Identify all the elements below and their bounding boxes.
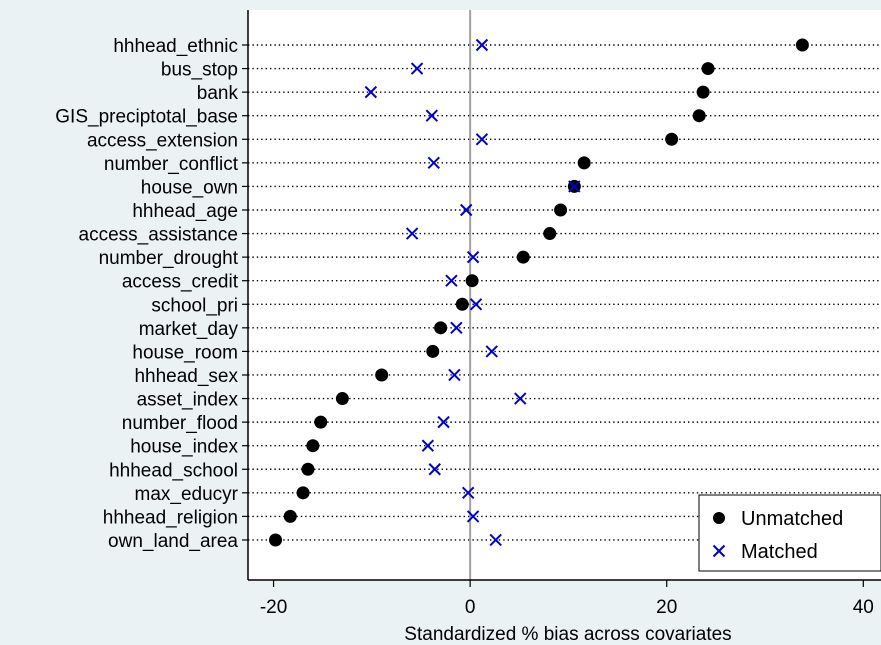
category-label: hhhead_religion (103, 507, 238, 528)
unmatched-point (554, 203, 568, 217)
unmatched-point (296, 486, 310, 500)
category-label: house_own (141, 177, 238, 198)
matched-point (437, 415, 450, 429)
category-label: access_extension (87, 130, 238, 151)
matched-point (450, 321, 463, 335)
x-tick-label: -20 (260, 597, 287, 618)
unmatched-point (335, 392, 349, 406)
category-label: school_pri (151, 295, 238, 316)
legend-x-mark (712, 544, 726, 558)
matched-point (427, 156, 440, 170)
matched-point (428, 463, 441, 476)
legend-marker-matched (712, 544, 726, 558)
unmatched-point (283, 509, 297, 523)
unmatched-point (269, 533, 283, 547)
matched-point (410, 62, 424, 75)
matched-point (425, 109, 439, 122)
unmatched-point (426, 344, 440, 358)
matched-point (514, 392, 527, 405)
x-axis-ticks: -20 0 20 40 (260, 580, 874, 618)
matched-point (445, 274, 458, 287)
matched-point (469, 298, 483, 311)
category-label: market_day (139, 319, 239, 340)
legend-box (698, 494, 881, 572)
category-label: access_assistance (79, 225, 238, 246)
matched-point (475, 133, 489, 146)
category-label: GIS_preciptotal_base (55, 107, 238, 128)
unmatched-point (692, 109, 706, 123)
matched-point (364, 85, 378, 99)
matched-point (568, 180, 581, 193)
unmatched-point (455, 297, 469, 311)
legend-label-matched: Matched (741, 541, 818, 563)
x-axis-title: Standardized % bias across covariates (404, 624, 731, 645)
unmatched-point (665, 132, 679, 146)
matched-point (448, 368, 461, 382)
matched-point (405, 227, 419, 240)
matched-point (475, 38, 489, 52)
category-label: asset_index (137, 390, 239, 411)
unmatched-point (301, 462, 315, 476)
unmatched-point (795, 38, 809, 52)
unmatched-point (375, 368, 389, 382)
unmatched-point (543, 227, 557, 241)
category-label: bus_stop (161, 60, 238, 81)
plot-area (248, 10, 881, 580)
category-label: access_credit (122, 272, 239, 293)
category-label: number_flood (122, 413, 238, 434)
matched-point (489, 533, 502, 547)
category-label: house_index (130, 437, 238, 458)
unmatched-point (465, 274, 479, 288)
unmatched-point (696, 85, 710, 99)
category-label: own_land_area (108, 531, 238, 552)
matched-point (485, 345, 498, 358)
matched-point (466, 510, 480, 523)
category-label: max_educyr (135, 484, 239, 505)
category-label: house_room (132, 342, 238, 363)
legend-marker-unmatched (713, 512, 725, 524)
category-label: number_drought (99, 248, 239, 269)
legend-label-unmatched: Unmatched (741, 508, 843, 530)
unmatched-point (434, 321, 448, 335)
matched-point (461, 486, 475, 500)
matched-point (460, 203, 473, 217)
unmatched-point (701, 62, 715, 76)
x-tick-label: 0 (465, 597, 476, 618)
legend: Unmatched Matched (698, 494, 881, 572)
unmatched-point (577, 156, 591, 170)
category-label: hhhead_ethnic (113, 36, 238, 57)
matched-point (466, 250, 480, 264)
matched-point (421, 439, 435, 452)
unmatched-point (314, 415, 328, 429)
unmatched-point (516, 250, 530, 264)
x-tick-label: 20 (656, 597, 677, 618)
category-label: hhhead_sex (134, 366, 238, 387)
category-label: bank (197, 83, 239, 104)
category-label: hhhead_age (132, 201, 238, 222)
data-points (269, 38, 809, 547)
category-label: hhhead_school (109, 460, 238, 481)
x-tick-label: 40 (853, 597, 874, 618)
category-label: number_conflict (104, 154, 239, 175)
unmatched-point (306, 439, 320, 453)
